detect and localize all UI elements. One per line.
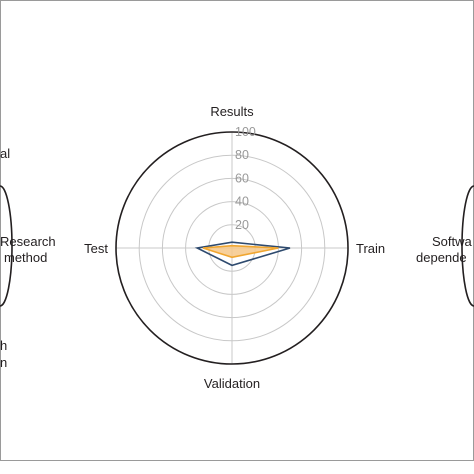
left-axis-label-research: Research bbox=[0, 234, 56, 249]
left-label-fragment-h: h bbox=[0, 338, 7, 353]
right-axis-label-software: Softwa bbox=[432, 234, 473, 249]
axis-label-test: Test bbox=[84, 241, 108, 256]
right-axis-label-dependencies: depende bbox=[416, 250, 467, 265]
radial-grid bbox=[116, 132, 348, 364]
axis-label-train: Train bbox=[356, 241, 385, 256]
left-label-fragment-n: n bbox=[0, 355, 7, 370]
center-radar-chart: 20 40 60 80 100 Results Train Validation Test bbox=[84, 104, 385, 391]
outer-ring bbox=[115, 131, 349, 365]
series-polygon-0 bbox=[194, 241, 291, 267]
axis-labels: Results Train Validation Test bbox=[84, 104, 385, 391]
r-tick-label-60: 60 bbox=[235, 171, 249, 185]
left-outer-ring bbox=[0, 185, 13, 307]
right-radar-chart: Softwa depende bbox=[416, 185, 474, 307]
series-group bbox=[194, 241, 291, 267]
left-radar-chart: al Research method h n bbox=[0, 146, 56, 370]
r-tick-label-20: 20 bbox=[235, 218, 249, 232]
series-polygon-1 bbox=[202, 244, 279, 259]
r-tick-labels: 20 40 60 80 100 bbox=[235, 125, 256, 232]
axis-label-results: Results bbox=[210, 104, 254, 119]
left-axis-label-method: method bbox=[4, 250, 47, 265]
axis-label-validation: Validation bbox=[204, 376, 260, 391]
left-label-fragment-al: al bbox=[0, 146, 10, 161]
r-tick-label-100: 100 bbox=[235, 125, 256, 139]
r-tick-label-40: 40 bbox=[235, 195, 249, 209]
right-outer-ring bbox=[461, 185, 474, 307]
r-tick-label-80: 80 bbox=[235, 148, 249, 162]
